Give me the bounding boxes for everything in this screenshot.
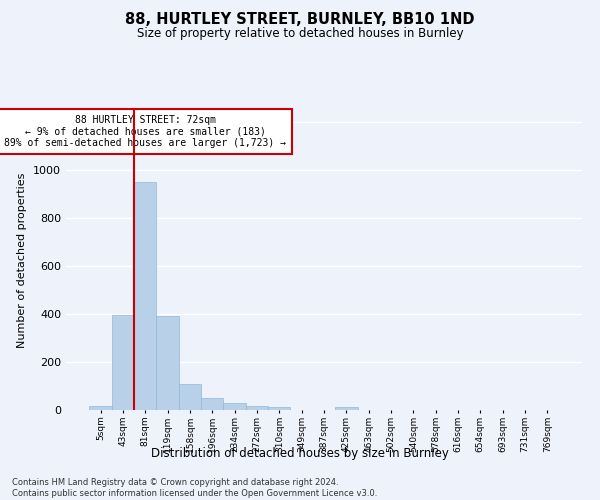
Bar [134,182,157,410]
Bar [157,316,179,410]
Text: 88 HURTLEY STREET: 72sqm
← 9% of detached houses are smaller (183)
89% of semi-d: 88 HURTLEY STREET: 72sqm ← 9% of detache… [4,115,286,148]
Text: 88, HURTLEY STREET, BURNLEY, BB10 1ND: 88, HURTLEY STREET, BURNLEY, BB10 1ND [125,12,475,28]
Bar [201,398,223,410]
Bar [112,315,134,410]
Bar [246,406,268,410]
Bar [268,406,290,410]
Bar [223,404,246,410]
Bar [89,406,112,410]
Y-axis label: Number of detached properties: Number of detached properties [17,172,28,348]
Text: Distribution of detached houses by size in Burnley: Distribution of detached houses by size … [151,448,449,460]
Text: Contains HM Land Registry data © Crown copyright and database right 2024.
Contai: Contains HM Land Registry data © Crown c… [12,478,377,498]
Text: Size of property relative to detached houses in Burnley: Size of property relative to detached ho… [137,28,463,40]
Bar [179,384,201,410]
Bar [335,407,358,410]
